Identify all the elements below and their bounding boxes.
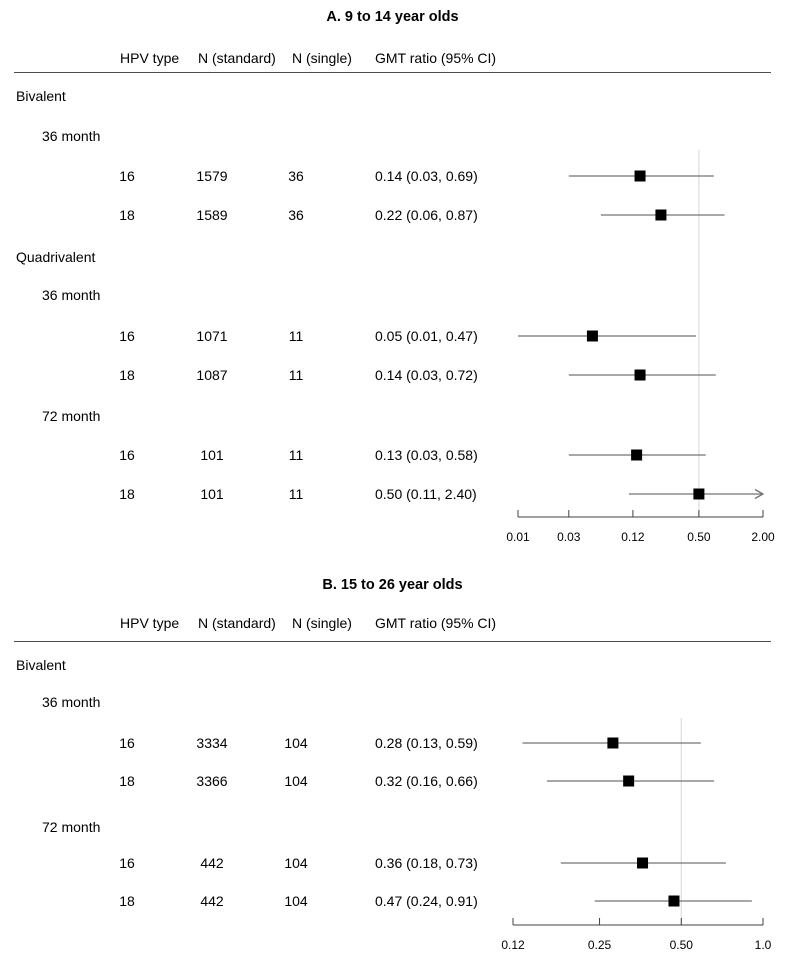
panel-a-column-header-n-standard: N (standard) (198, 50, 276, 66)
panel-a-n-standard-cell: 1071 (196, 328, 228, 344)
panel-b-hpv-type-cell: 16 (119, 735, 135, 751)
panel-a-n-standard-cell: 1579 (196, 168, 228, 184)
panel-b-n-single-cell: 104 (284, 893, 308, 909)
panel-b-x-axis-tick-label: 0.12 (501, 938, 525, 952)
panel-b-n-standard-cell: 3366 (196, 773, 228, 789)
panel-a-x-axis-tick-label: 0.03 (557, 530, 581, 544)
panel-a-subgroup-label: 36 month (42, 128, 101, 144)
panel-b-point-estimate-marker (668, 895, 680, 907)
panel-a-n-standard-cell: 1589 (196, 207, 228, 223)
panel-b-hpv-type-cell: 18 (119, 773, 135, 789)
panel-b-n-standard-cell: 442 (200, 893, 224, 909)
panel-a-hpv-type-cell: 16 (119, 168, 135, 184)
panel-b-n-standard-cell: 442 (200, 855, 224, 871)
panel-a-column-header-hpv-type: HPV type (120, 50, 180, 66)
panel-b-n-single-cell: 104 (284, 735, 308, 751)
panel-b-point-estimate-marker (623, 775, 635, 787)
panel-a-n-standard-cell: 101 (200, 486, 224, 502)
panel-a-point-estimate-marker (655, 209, 667, 221)
panel-a-point-estimate-marker (631, 449, 643, 461)
panel-b-subgroup-label: 36 month (42, 694, 101, 710)
panel-a-x-axis-tick-label: 2.00 (751, 530, 775, 544)
panel-b-point-estimate-marker (607, 737, 619, 749)
panel-a-point-estimate-marker (634, 369, 646, 381)
panel-a-n-standard-cell: 1087 (196, 367, 228, 383)
panel-a-n-single-cell: 11 (288, 367, 304, 383)
panel-a-gmt-ratio-cell: 0.13 (0.03, 0.58) (375, 447, 478, 463)
panel-a-gmt-ratio-cell: 0.22 (0.06, 0.87) (375, 207, 478, 223)
panel-a-n-single-cell: 36 (288, 168, 304, 184)
panel-b-title: B. 15 to 26 year olds (322, 577, 463, 593)
panel-b-hpv-type-cell: 18 (119, 893, 135, 909)
panel-a-point-estimate-marker (586, 330, 598, 342)
panel-a-n-single-cell: 11 (288, 328, 304, 344)
panel-a-gmt-ratio-cell: 0.14 (0.03, 0.69) (375, 168, 478, 184)
panel-a-hpv-type-cell: 18 (119, 486, 135, 502)
panel-b-column-header-hpv-type: HPV type (120, 615, 180, 631)
panel-a-hpv-type-cell: 18 (119, 367, 135, 383)
panel-a-gmt-ratio-cell: 0.50 (0.11, 2.40) (375, 486, 477, 502)
panel-b-x-axis-tick-label: 0.50 (669, 938, 693, 952)
panel-a-subgroup-label: 72 month (42, 408, 101, 424)
panel-b-point-estimate-marker (637, 857, 649, 869)
panel-a-header-rule (14, 72, 771, 73)
panel-a-point-estimate-marker (634, 170, 646, 182)
panel-b-column-header-gmt-ratio: GMT ratio (95% CI) (375, 615, 497, 631)
panel-a-n-single-cell: 36 (288, 207, 304, 223)
panel-a-x-axis-tick-label: 0.01 (506, 530, 530, 544)
panel-b-x-axis-tick-label: 1.0 (754, 938, 772, 952)
panel-b-gmt-ratio-cell: 0.28 (0.13, 0.59) (375, 735, 478, 751)
panel-b-x-axis-tick-label: 0.25 (587, 938, 612, 952)
panel-b-hpv-type-cell: 16 (119, 855, 135, 871)
panel-a-hpv-type-cell: 16 (119, 447, 135, 463)
panel-b-gmt-ratio-cell: 0.36 (0.18, 0.73) (375, 855, 478, 871)
panel-a-column-header-gmt-ratio: GMT ratio (95% CI) (375, 50, 497, 66)
panel-a-n-single-cell: 11 (288, 486, 304, 502)
panel-a-gmt-ratio-cell: 0.14 (0.03, 0.72) (375, 367, 478, 383)
panel-a-hpv-type-cell: 16 (119, 328, 135, 344)
panel-a-group-label: Quadrivalent (16, 249, 96, 265)
panel-a-x-axis-tick-label: 0.50 (687, 530, 711, 544)
panel-b-column-header-n-standard: N (standard) (198, 615, 276, 631)
panel-b-group-label: Bivalent (16, 657, 66, 673)
panel-b-n-single-cell: 104 (284, 855, 308, 871)
panel-b-subgroup-label: 72 month (42, 819, 101, 835)
panel-a-column-header-n-single: N (single) (292, 50, 352, 66)
panel-b-n-standard-cell: 3334 (196, 735, 228, 751)
panel-b-header-rule (14, 641, 771, 642)
panel-a-ci-arrow-right (754, 488, 765, 500)
panel-a-n-single-cell: 11 (288, 447, 304, 463)
panel-b-gmt-ratio-cell: 0.32 (0.16, 0.66) (375, 773, 478, 789)
panel-a-hpv-type-cell: 18 (119, 207, 135, 223)
panel-a-title: A. 9 to 14 year olds (326, 9, 459, 25)
panel-a-subgroup-label: 36 month (42, 287, 101, 303)
panel-a-x-axis-tick-label: 0.12 (621, 530, 645, 544)
panel-b-gmt-ratio-cell: 0.47 (0.24, 0.91) (375, 893, 478, 909)
panel-a-gmt-ratio-cell: 0.05 (0.01, 0.47) (375, 328, 478, 344)
panel-a-n-standard-cell: 101 (200, 447, 224, 463)
panel-b-n-single-cell: 104 (284, 773, 308, 789)
panel-b-column-header-n-single: N (single) (292, 615, 352, 631)
panel-a-point-estimate-marker (693, 488, 705, 500)
panel-a-group-label: Bivalent (16, 88, 66, 104)
